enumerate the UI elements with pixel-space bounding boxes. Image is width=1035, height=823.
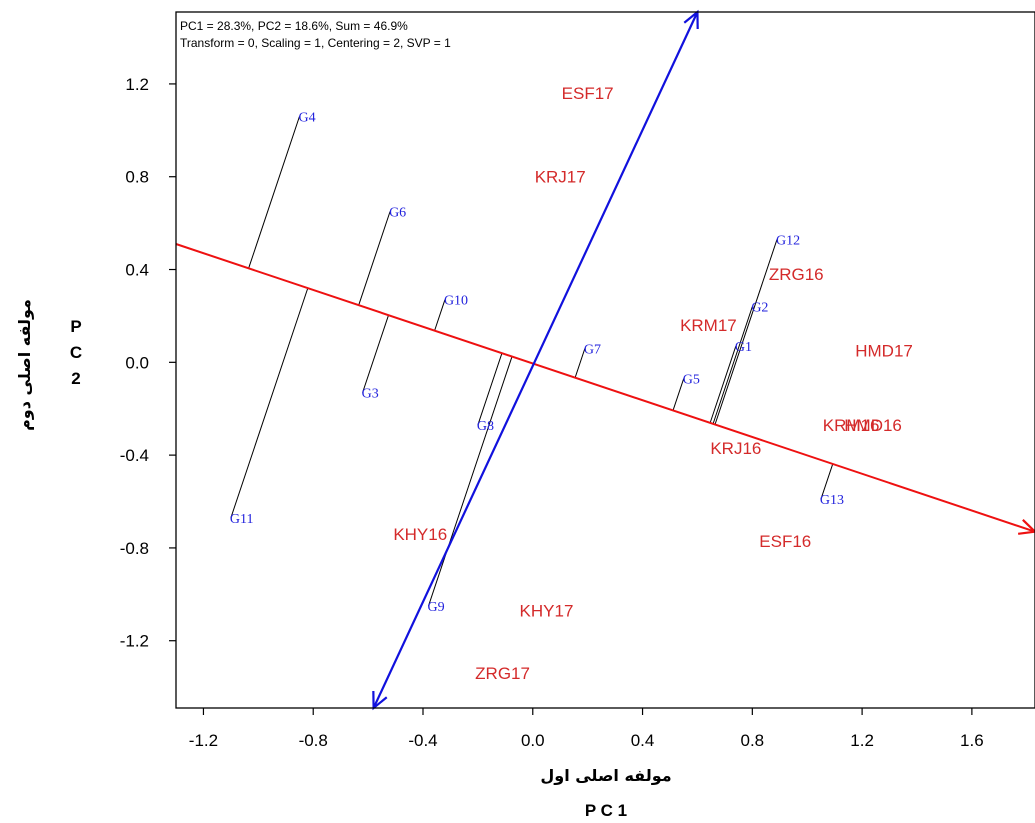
- x-tick-label: 0.4: [631, 731, 655, 750]
- plot-frame: [175, 11, 1035, 709]
- x-tick-label: -1.2: [189, 731, 218, 750]
- projection-line-g5: [672, 378, 685, 411]
- y-axis-title-pc-p: P: [70, 317, 81, 336]
- x-tick-label: 1.2: [850, 731, 874, 750]
- environment-label: KHY17: [520, 602, 574, 621]
- y-tick-label: 0.4: [125, 261, 149, 280]
- genotype-label: G1: [735, 340, 752, 355]
- genotype-label: G11: [230, 512, 254, 527]
- projection-line-g10: [434, 299, 446, 331]
- genotype-labels: G4 G6 G12 G10 G2 G7 G1 G5 G3 G8 G13 G11 G9: [230, 110, 844, 615]
- y-axis-title-persian: مولفه اصلی دوم: [15, 299, 34, 431]
- environment-label: KRJ17: [535, 168, 586, 187]
- projection-line-g7: [574, 348, 586, 378]
- y-tick-label: -0.8: [120, 539, 149, 558]
- y-tick-label: 0.0: [125, 353, 149, 372]
- genotype-projection-lines: [230, 116, 834, 607]
- y-tick-label: -1.2: [120, 632, 149, 651]
- genotype-label: G2: [751, 301, 768, 316]
- genotype-label: G4: [298, 110, 315, 125]
- environment-label: KRM17: [680, 316, 737, 335]
- projection-line-g12: [714, 239, 778, 425]
- y-tick-label: 0.8: [125, 168, 149, 187]
- genotype-label: G9: [427, 600, 444, 615]
- projection-line-g1: [709, 345, 737, 424]
- ordinate-axis: [372, 11, 699, 709]
- genotype-label: G6: [389, 206, 406, 221]
- info-line-1: PC1 = 28.3%, PC2 = 18.6%, Sum = 46.9%: [180, 19, 408, 33]
- genotype-label: G12: [776, 233, 800, 248]
- genotype-label: G7: [584, 342, 601, 357]
- y-axis-title-pc-2: 2: [71, 369, 80, 388]
- y-tick-label: -0.4: [120, 446, 149, 465]
- y-tick-label: 1.2: [125, 75, 149, 94]
- genotype-label: G5: [683, 373, 700, 388]
- x-tick-label: -0.4: [408, 731, 437, 750]
- projection-line-g8: [477, 352, 503, 426]
- environment-label: HMD16: [844, 416, 902, 435]
- x-axis-title-persian: مولفه اصلی اول: [540, 766, 671, 785]
- environment-label: ESF17: [562, 84, 614, 103]
- y-axis-ticks: 1.2 0.8 0.4 0.0 -0.4 -0.8 -1.2: [120, 75, 176, 651]
- genotype-label: G3: [362, 386, 379, 401]
- x-axis-title-pc: P C 1: [585, 801, 627, 820]
- x-axis-ticks: -1.2 -0.8 -0.4 0.0 0.4 0.8 1.2 1.6: [189, 708, 984, 750]
- aea-arrowhead: [1017, 519, 1035, 535]
- genotype-label: G13: [820, 493, 844, 508]
- x-tick-label: 1.6: [960, 731, 984, 750]
- environment-label: ZRG17: [475, 664, 530, 683]
- environment-label: KRM16: [823, 416, 880, 435]
- x-tick-label: 0.0: [521, 731, 545, 750]
- info-line-2: Transform = 0, Scaling = 1, Centering = …: [180, 36, 451, 50]
- projection-line-g11: [230, 287, 309, 518]
- x-tick-label: 0.8: [741, 731, 765, 750]
- x-tick-label: -0.8: [299, 731, 328, 750]
- environment-label: ESF16: [759, 532, 811, 551]
- environment-label: KHY16: [393, 525, 447, 544]
- projection-line-g3: [362, 315, 389, 393]
- projection-line-g6: [358, 211, 391, 306]
- environment-label: KRJ16: [710, 439, 761, 458]
- environment-label: HMD17: [855, 342, 913, 361]
- environment-label: ZRG16: [769, 265, 824, 284]
- genotype-label: G8: [477, 419, 494, 434]
- average-environment-axis: [175, 243, 1035, 533]
- projection-line-g13: [820, 463, 834, 500]
- genotype-label: G10: [444, 294, 468, 309]
- projection-line-g4: [248, 116, 300, 269]
- projection-line-g2: [712, 306, 753, 425]
- y-axis-title-pc-c: C: [70, 343, 82, 362]
- projection-line-g9: [428, 356, 513, 607]
